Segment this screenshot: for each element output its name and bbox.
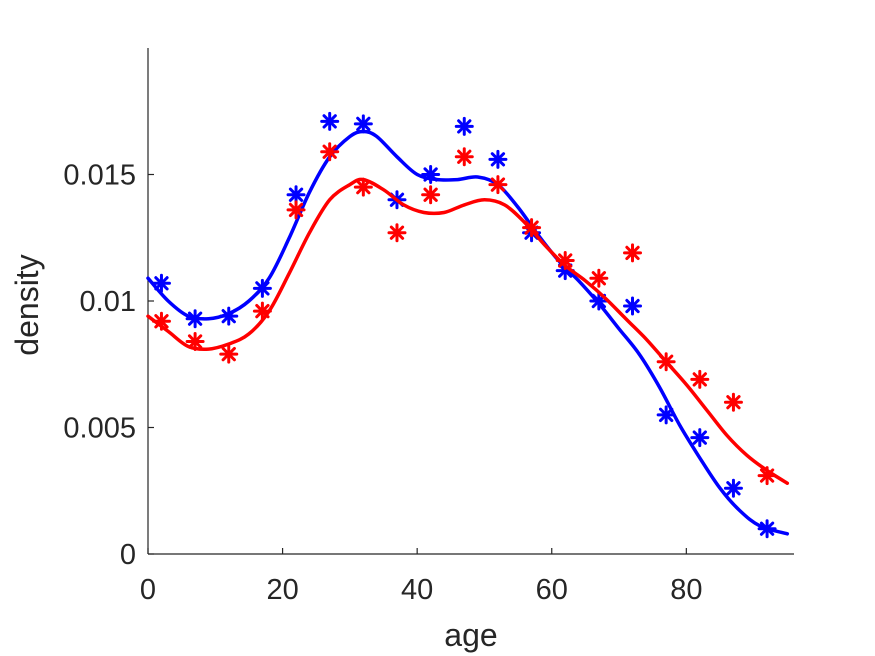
- x-axis-label: age: [444, 617, 497, 653]
- ticks: 0 20 40 60 80 0 0.005 0.01 0.015: [63, 160, 702, 607]
- red-data-point: [589, 268, 609, 288]
- blue-data-point: [219, 306, 239, 326]
- red-data-point: [555, 251, 575, 271]
- red-data-point: [252, 301, 272, 321]
- blue-data-point: [185, 309, 205, 329]
- x-tick-label: 40: [401, 574, 433, 606]
- y-tick-label: 0.01: [80, 286, 136, 318]
- red-data-point: [387, 223, 407, 243]
- blue-data-point: [488, 149, 508, 169]
- blue-data-point: [623, 296, 642, 316]
- x-tick-label: 0: [140, 574, 156, 606]
- x-tick-label: 20: [266, 574, 298, 606]
- blue-data-point: [757, 519, 777, 539]
- x-tick-label: 60: [536, 574, 568, 606]
- red-data-point: [623, 243, 642, 263]
- blue-data-point: [151, 273, 171, 293]
- blue-fit-line: [146, 129, 790, 536]
- blue-data-point: [252, 278, 272, 298]
- red-data-point: [723, 392, 743, 412]
- x-tick-label: 80: [670, 574, 702, 606]
- red-data-point: [421, 185, 441, 205]
- red-data-point: [454, 147, 474, 167]
- red-fit-line: [146, 177, 790, 485]
- series: [146, 111, 790, 539]
- red-data-point: [320, 142, 340, 162]
- y-tick-label: 0.015: [63, 160, 136, 192]
- red-data-point: [690, 369, 710, 389]
- red-data-point: [286, 200, 306, 220]
- blue-series: [146, 111, 790, 539]
- blue-data-point: [723, 478, 743, 498]
- blue-data-point: [454, 116, 474, 136]
- y-tick-label: 0: [120, 539, 136, 571]
- red-data-point: [151, 311, 171, 331]
- red-data-point: [219, 344, 239, 364]
- y-axis-label: density: [9, 254, 45, 355]
- blue-data-point: [690, 428, 710, 448]
- y-tick-label: 0.005: [63, 413, 136, 445]
- red-data-point: [757, 466, 777, 486]
- blue-data-point: [421, 165, 441, 184]
- red-data-point: [522, 218, 542, 238]
- blue-data-point: [656, 405, 676, 425]
- blue-data-point: [320, 111, 340, 131]
- blue-data-point: [286, 185, 306, 205]
- axes: [147, 48, 794, 555]
- red-data-point: [656, 352, 676, 372]
- red-series: [146, 142, 790, 486]
- red-data-point: [185, 331, 205, 351]
- red-data-point: [488, 175, 508, 195]
- blue-data-point: [353, 114, 373, 134]
- red-data-point: [353, 177, 373, 197]
